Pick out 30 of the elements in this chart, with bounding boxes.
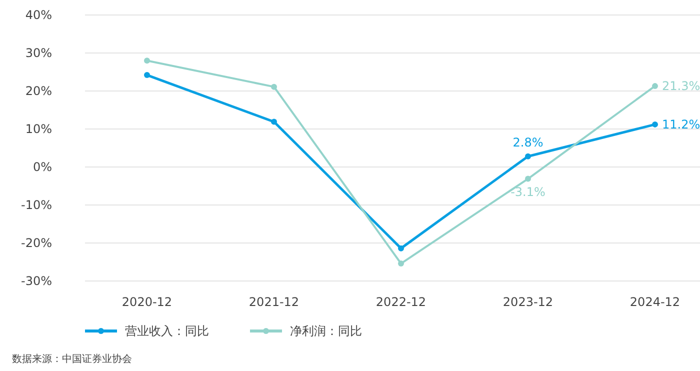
source-note: 数据来源：中国证券业协会 <box>12 353 132 365</box>
point <box>525 153 531 160</box>
y-tick-label: -20% <box>20 236 52 250</box>
y-tick-label: 0% <box>32 160 52 174</box>
point <box>144 58 150 64</box>
data-label: 11.2% <box>662 117 700 132</box>
y-tick-label: 20% <box>25 84 52 98</box>
legend-label: 净利润：同比 <box>290 324 362 338</box>
x-tick-label: 2020-12 <box>122 295 172 309</box>
y-tick-label: 30% <box>25 46 52 60</box>
point <box>525 176 531 182</box>
x-tick-label: 2021-12 <box>248 295 300 309</box>
x-tick-label: 2022-12 <box>376 295 426 309</box>
point <box>271 84 277 90</box>
point <box>652 83 658 90</box>
data-label: -3.1% <box>510 184 546 199</box>
x-tick-label: 2024-12 <box>630 295 680 309</box>
y-tick-label: -30% <box>20 274 52 288</box>
point <box>398 260 404 267</box>
point <box>271 118 277 125</box>
data-label: 2.8% <box>512 135 544 150</box>
y-tick-label: 40% <box>25 8 52 22</box>
y-tick-label: -10% <box>20 198 52 212</box>
point <box>144 72 150 78</box>
data-label: 21.3% <box>662 79 700 94</box>
point <box>652 121 658 128</box>
y-tick-label: 10% <box>25 122 52 136</box>
legend-label: 营业收入：同比 <box>125 324 209 338</box>
x-tick-label: 2023-12 <box>502 295 554 309</box>
point <box>398 245 404 252</box>
